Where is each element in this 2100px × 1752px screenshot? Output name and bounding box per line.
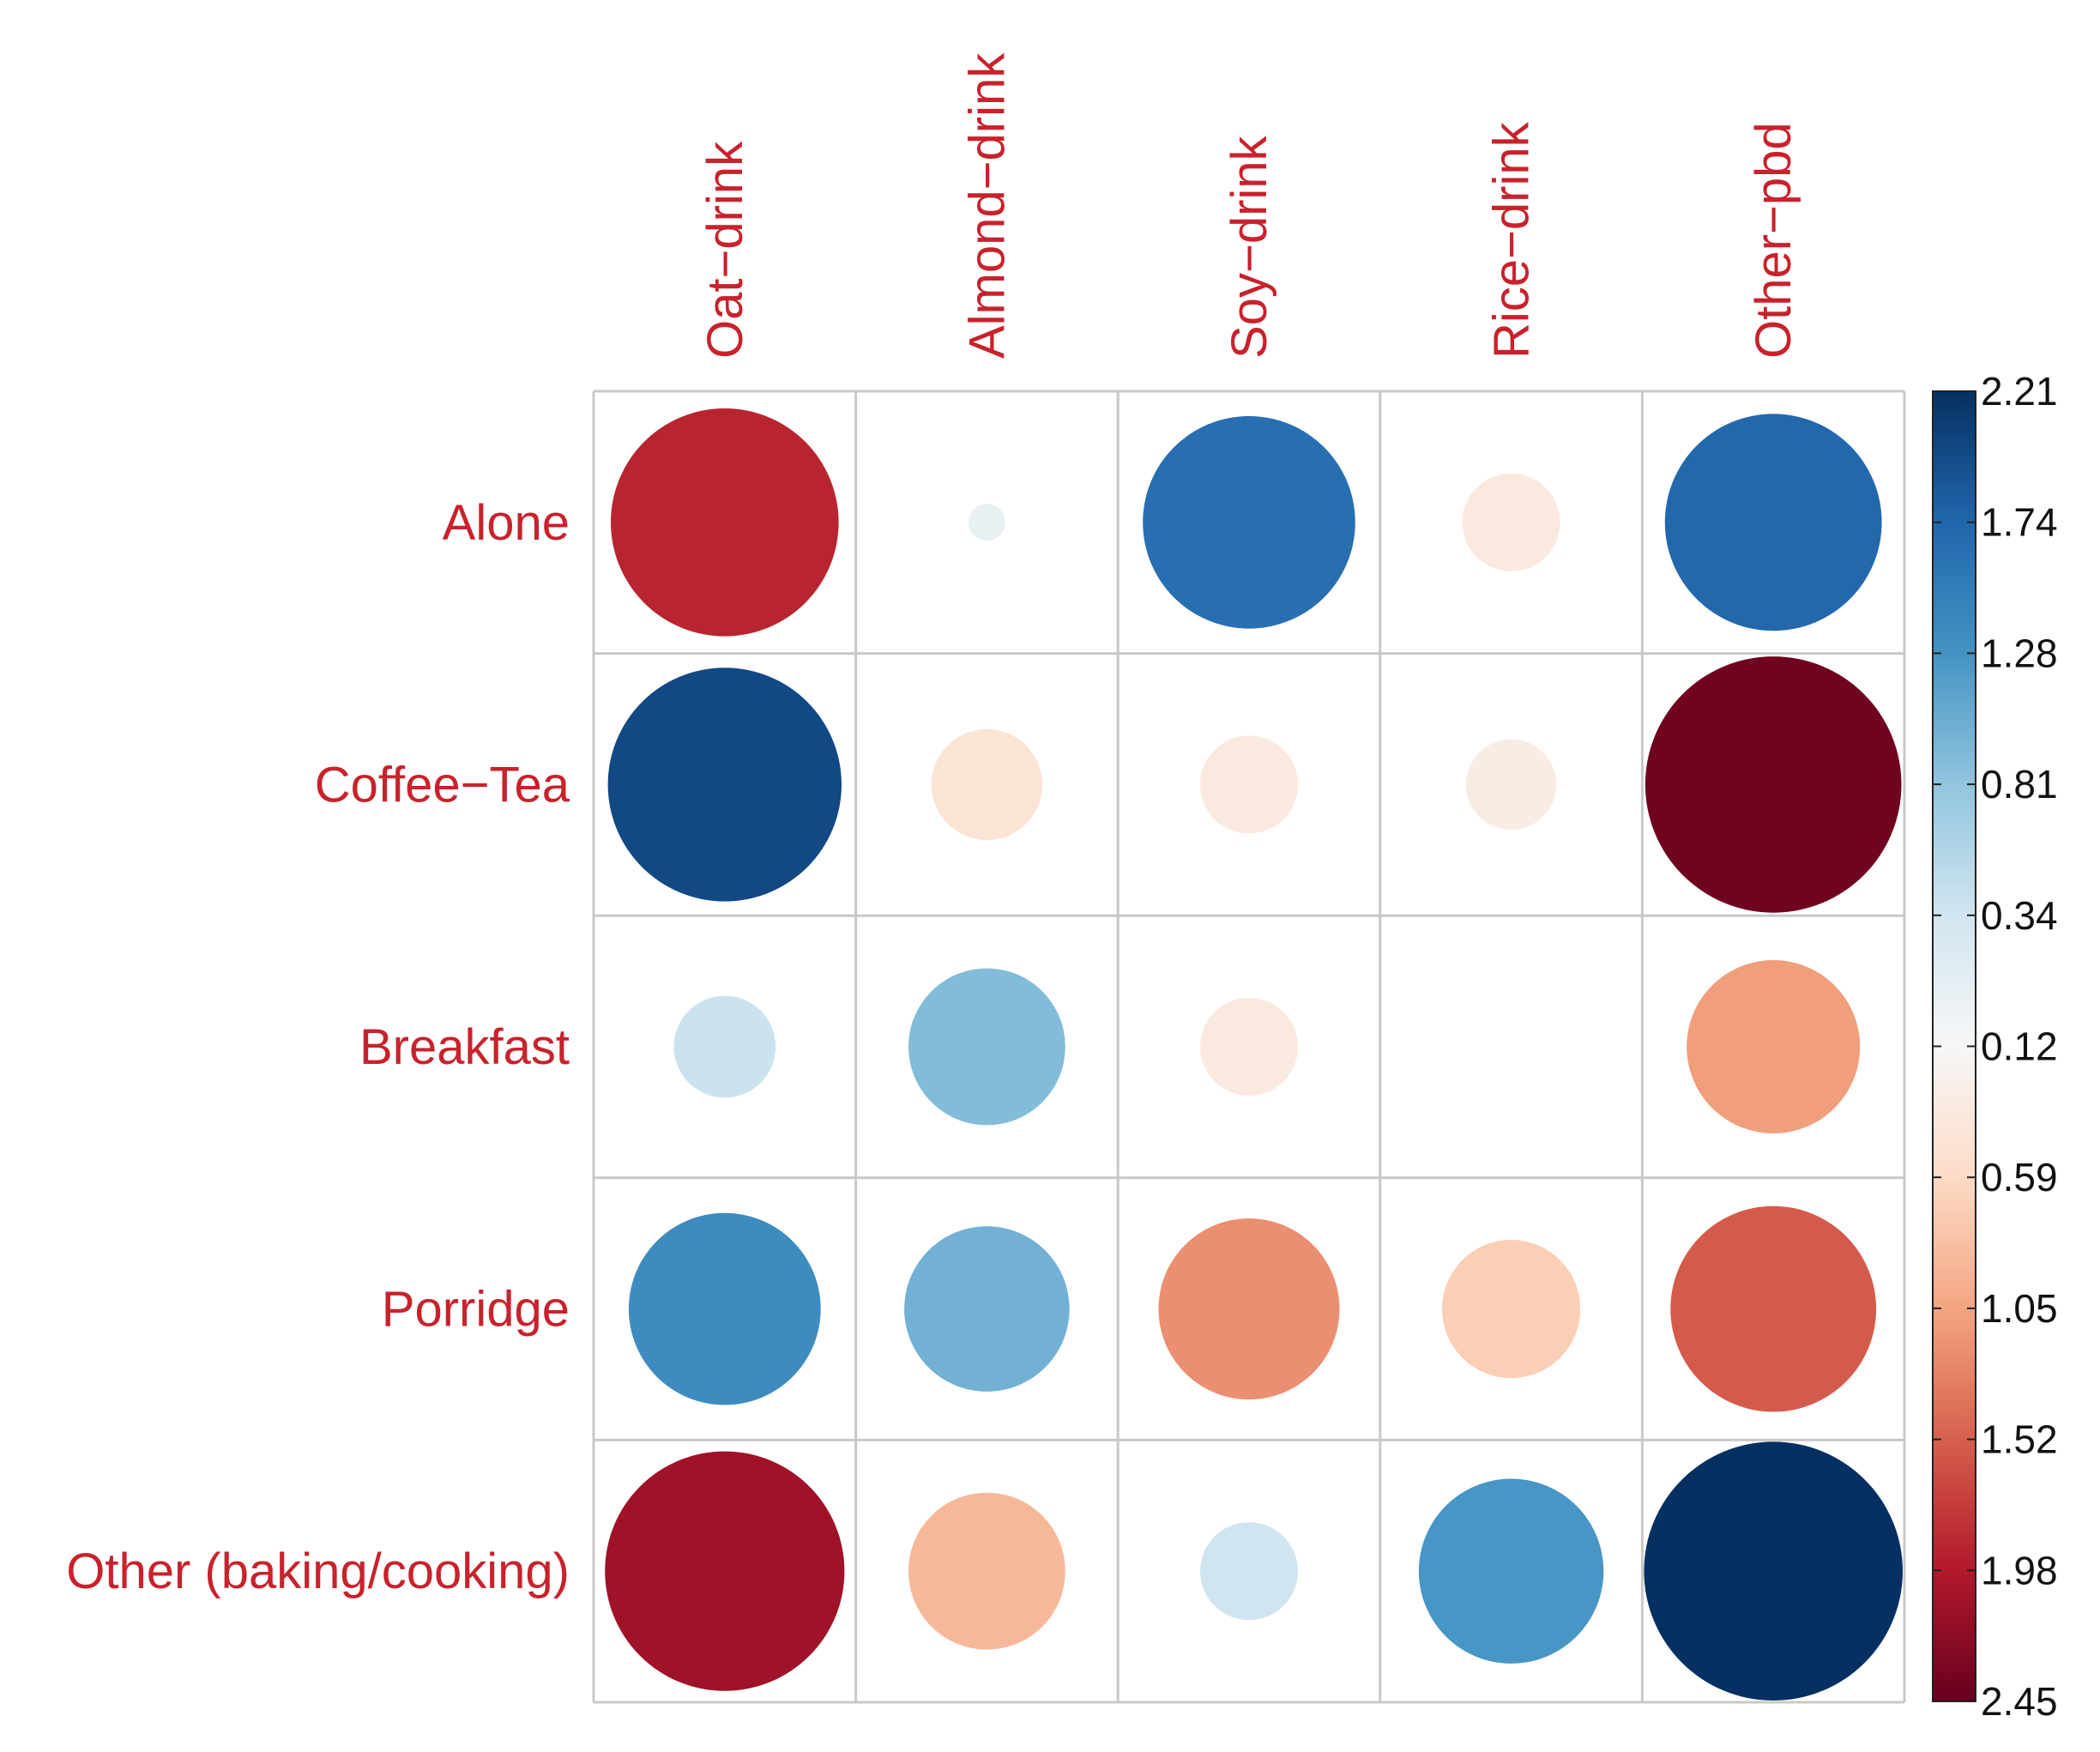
column-label: Soy−drink [1222,135,1277,359]
cell-circle [611,408,839,637]
cell-circle [1143,416,1355,629]
row-label: Coffee−Tea [315,757,570,813]
cell-circle [1644,656,1902,913]
colorbar-tick-label: 1.74 [1981,500,2058,545]
colorbar-tick-label: 0.34 [1981,893,2058,938]
colorbar-tick-label: 1.05 [1981,1286,2058,1331]
cell-circle [1200,735,1298,834]
column-label: Almond−drink [959,52,1015,359]
cell-circle [1442,1240,1581,1379]
colorbar-tick-label: 2.21 [1981,369,2058,414]
cell-circle [628,1212,821,1405]
row-label: Breakfast [359,1019,570,1075]
cell-circle [1462,473,1560,571]
cell-circle [607,668,842,902]
circles [605,408,1903,1701]
colorbar-tick-label: 0.81 [1981,762,2058,807]
cell-circle [673,995,776,1098]
row-label: Other (baking/cooking) [66,1544,570,1599]
colorbar-tick-label: 1.52 [1981,1417,2058,1462]
colorbar-tick-label: 0.12 [1981,1024,2058,1069]
cell-circle [908,968,1065,1126]
row-labels: Alone Coffee−Tea Breakfast Porridge Other (b… [66,495,570,1599]
colorbar-tick-label: 1.98 [1981,1548,2058,1592]
cell-circle [1200,998,1298,1096]
column-labels: Oat−drink Almond−drink Soy−drink Rice−drink… [697,52,1801,359]
grid [592,390,1906,1704]
column-label: Rice−drink [1484,121,1540,359]
cell-circle [1664,414,1882,631]
colorbar: 2.21 1.74 1.28 0.81 0.34 0.12 0.59 1.05 1.52 1.98… [1932,369,2058,1724]
cell-circle [1687,960,1861,1133]
colorbar-tick-label: 0.59 [1981,1155,2058,1199]
cell-circle [1200,1522,1298,1621]
cell-circle [968,504,1005,541]
cell-circle [1418,1478,1604,1664]
cell-circle [931,728,1042,841]
colorbar-tick-label: 2.45 [1981,1679,2058,1724]
cell-circle [1158,1218,1340,1400]
cell-circle [904,1226,1070,1392]
cell-circle [1644,1441,1903,1701]
colorbar-tick-label: 1.28 [1981,631,2058,675]
cell-circle [908,1492,1065,1650]
cell-circle [1465,739,1557,831]
row-label: Porridge [382,1282,570,1338]
cell-circle [605,1451,845,1691]
row-label: Alone [443,495,570,551]
column-label: Oat−drink [697,141,753,359]
cell-circle [1670,1205,1877,1412]
column-label: Other−pbd [1746,122,1801,359]
